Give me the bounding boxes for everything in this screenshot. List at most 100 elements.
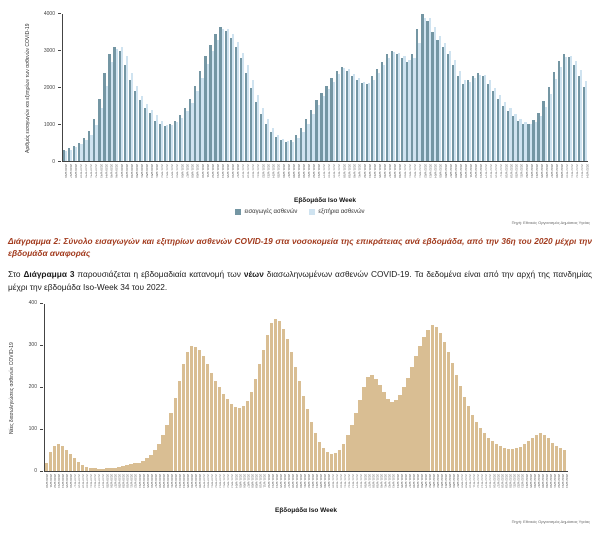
- x-tick-label: 2022-W14: [484, 473, 488, 488]
- bar-group: [245, 304, 250, 471]
- y-axis-title: Αριθμός εισαγωγών και εξιτηρίων των ασθε…: [25, 23, 32, 153]
- x-tick-label: 2020-W53: [150, 164, 154, 178]
- bar: [326, 452, 330, 471]
- bar-group: [398, 304, 402, 471]
- bar-group: [354, 304, 358, 471]
- bar: [133, 91, 136, 161]
- x-tick-label: 2021-W35: [359, 473, 363, 488]
- bar: [382, 392, 386, 471]
- bar-group: [322, 304, 326, 471]
- bar-group: [326, 304, 330, 471]
- bar-group: [181, 304, 186, 471]
- bar-group: [277, 304, 282, 471]
- bar-group: [517, 14, 522, 161]
- bar: [197, 349, 201, 471]
- para-bold-diagram3: Διάγραμμα 3: [23, 269, 75, 280]
- bar-group: [185, 304, 190, 471]
- bar: [486, 437, 491, 471]
- x-tick-label: 2022-W33: [561, 473, 565, 488]
- bar-group: [547, 14, 553, 161]
- bar: [173, 397, 177, 471]
- x-tick-label: 2021-W43: [391, 473, 395, 488]
- bar-group: [451, 14, 457, 161]
- bar-group: [474, 304, 479, 471]
- bar-group: [406, 304, 410, 471]
- bar-group: [189, 304, 194, 471]
- x-tick-label: 2021-W44: [395, 473, 399, 488]
- x-tick-label: 2020-W47: [119, 164, 123, 178]
- x-axis-labels: 2020-W10 2020-W11 2020-W12 2020-W13 2020-W14…: [44, 474, 568, 504]
- bar-group: [161, 304, 165, 471]
- legend-label-admissions: εισαγωγές ασθενών: [244, 209, 298, 215]
- bar: [314, 432, 318, 471]
- bar: [340, 67, 343, 161]
- bar: [451, 65, 454, 161]
- bar: [259, 113, 263, 161]
- bar-group: [174, 14, 179, 161]
- x-tick-label: 2022-W12: [476, 473, 480, 488]
- bar: [290, 140, 293, 161]
- bar: [277, 321, 282, 471]
- x-tick-label: 2020-W22: [93, 473, 97, 488]
- bar-group: [318, 304, 322, 471]
- bar-group: [261, 304, 266, 471]
- y-tick-mark: [58, 13, 61, 14]
- bar: [562, 53, 565, 161]
- bar: [297, 138, 300, 161]
- bar: [446, 351, 450, 471]
- bar: [68, 147, 71, 161]
- x-tick-label: 2021-W50: [403, 164, 407, 178]
- bar-group: [121, 304, 125, 471]
- bar: [219, 26, 222, 161]
- x-tick-label: 2021-W46: [403, 473, 407, 488]
- bar-group: [494, 304, 499, 471]
- bar: [411, 54, 414, 161]
- bar: [177, 381, 181, 471]
- bar: [458, 70, 462, 161]
- bar: [256, 94, 260, 161]
- x-tick-label: 2020-W24: [101, 473, 105, 488]
- bar-group: [406, 14, 411, 161]
- bar: [312, 113, 315, 161]
- x-tick-label: 2021-W52: [413, 164, 417, 178]
- bar: [537, 112, 540, 161]
- bar: [249, 87, 252, 161]
- x-tick-label: 2021-W31: [343, 473, 347, 488]
- x-tick-label: 2022-W09: [458, 164, 462, 178]
- x-tick-label: 2022-W28: [540, 473, 544, 488]
- bar: [189, 98, 192, 161]
- x-tick-label: 2021-W10: [200, 164, 204, 178]
- bar: [239, 58, 242, 161]
- x-tick-label: 2021-W24: [315, 473, 319, 488]
- bar: [358, 399, 362, 471]
- bar-group: [224, 14, 230, 161]
- bar: [176, 122, 179, 161]
- bar: [337, 74, 340, 161]
- bar-group: [458, 304, 463, 471]
- bar: [221, 28, 224, 161]
- bar: [481, 76, 485, 161]
- x-tick-label: 2020-W35: [145, 473, 149, 488]
- legend-swatch-discharges: [309, 209, 316, 215]
- bar-group: [454, 304, 459, 471]
- bar: [63, 149, 66, 161]
- bar: [179, 115, 182, 161]
- x-tick-label: 2021-W17: [236, 164, 240, 178]
- bar: [306, 409, 310, 471]
- bar-group: [197, 304, 202, 471]
- x-tick-label: 2022-W07: [456, 473, 460, 488]
- x-tick-label: 2022-W01: [432, 473, 436, 488]
- bar-group: [254, 14, 260, 161]
- x-tick-label: 2021-W40: [352, 164, 356, 178]
- bar-group: [421, 14, 426, 161]
- x-tick-label: 2021-W37: [367, 473, 371, 488]
- bar: [186, 111, 189, 161]
- x-tick-label: 2022-W34: [585, 164, 589, 178]
- bar: [585, 81, 588, 161]
- bar: [77, 461, 81, 471]
- bar-group: [219, 14, 224, 161]
- bar: [506, 448, 511, 471]
- bar: [285, 339, 290, 471]
- bar-group: [89, 304, 93, 471]
- bar: [289, 351, 294, 471]
